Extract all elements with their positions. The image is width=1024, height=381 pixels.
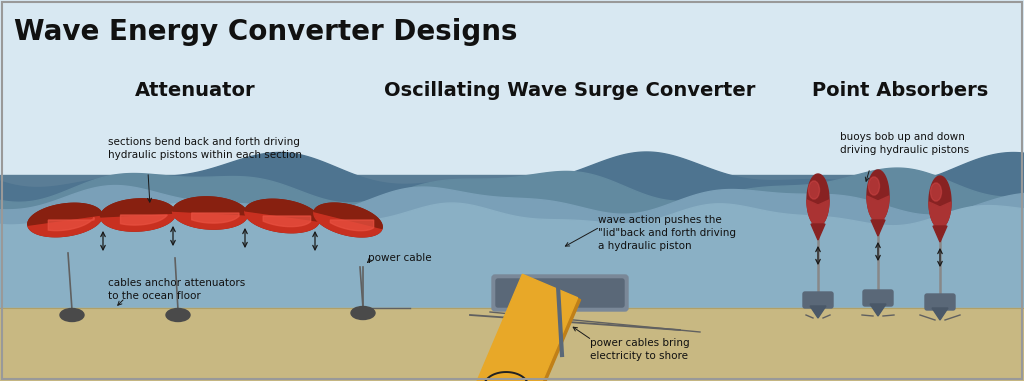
FancyBboxPatch shape [863, 290, 893, 306]
Polygon shape [929, 176, 951, 228]
Polygon shape [263, 216, 310, 227]
Bar [0, 308, 1024, 381]
Polygon shape [313, 203, 382, 237]
Polygon shape [867, 196, 889, 222]
Polygon shape [100, 199, 175, 231]
Polygon shape [807, 174, 829, 226]
Ellipse shape [60, 309, 84, 322]
Polygon shape [0, 168, 1024, 381]
Polygon shape [245, 211, 319, 233]
Polygon shape [28, 203, 102, 225]
Polygon shape [810, 306, 826, 318]
Text: sections bend back and forth driving
hydraulic pistons within each section: sections bend back and forth driving hyd… [108, 137, 302, 160]
Ellipse shape [351, 306, 375, 320]
Ellipse shape [868, 177, 880, 195]
Text: Wave Energy Converter Designs: Wave Energy Converter Designs [14, 18, 517, 46]
Polygon shape [932, 308, 948, 320]
Polygon shape [871, 220, 885, 236]
Polygon shape [173, 211, 248, 229]
Polygon shape [0, 152, 1024, 381]
Polygon shape [811, 224, 825, 240]
Ellipse shape [931, 183, 941, 201]
Polygon shape [468, 274, 578, 381]
Polygon shape [870, 304, 886, 316]
Polygon shape [245, 199, 319, 233]
Text: Attenuator: Attenuator [135, 80, 255, 99]
FancyBboxPatch shape [492, 275, 628, 311]
Polygon shape [100, 213, 175, 231]
Text: Point Absorbers: Point Absorbers [812, 80, 988, 99]
Polygon shape [471, 276, 581, 381]
Ellipse shape [166, 309, 190, 322]
Polygon shape [48, 218, 94, 231]
Polygon shape [0, 186, 1024, 381]
Polygon shape [314, 203, 382, 229]
Polygon shape [245, 199, 319, 221]
Polygon shape [331, 220, 374, 231]
Text: Oscillating Wave Surge Converter: Oscillating Wave Surge Converter [384, 80, 756, 99]
FancyBboxPatch shape [803, 292, 833, 308]
Text: power cable: power cable [368, 253, 432, 263]
Polygon shape [28, 203, 102, 237]
Polygon shape [173, 197, 248, 229]
Polygon shape [0, 203, 1024, 381]
Polygon shape [28, 215, 102, 237]
Polygon shape [191, 213, 239, 223]
Text: power cables bring
electricity to shore: power cables bring electricity to shore [590, 338, 689, 361]
Text: wave action pushes the
"lid"back and forth driving
a hydraulic piston: wave action pushes the "lid"back and for… [598, 215, 736, 251]
Polygon shape [867, 170, 889, 222]
Polygon shape [929, 202, 951, 228]
Polygon shape [313, 211, 382, 237]
Text: cables anchor attenuators
to the ocean floor: cables anchor attenuators to the ocean f… [108, 278, 246, 301]
Polygon shape [933, 226, 947, 242]
Polygon shape [100, 199, 175, 217]
FancyBboxPatch shape [925, 294, 955, 310]
Polygon shape [173, 197, 248, 215]
Ellipse shape [809, 181, 819, 199]
Polygon shape [121, 215, 167, 225]
Polygon shape [807, 200, 829, 226]
FancyBboxPatch shape [496, 279, 624, 307]
Text: buoys bob up and down
driving hydraulic pistons: buoys bob up and down driving hydraulic … [840, 132, 969, 155]
